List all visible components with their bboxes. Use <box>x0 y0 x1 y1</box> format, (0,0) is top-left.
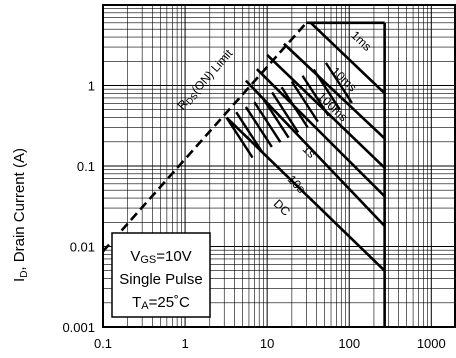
hatch-line <box>244 106 273 148</box>
hatch-line <box>301 75 330 117</box>
soa-curve-10s <box>244 79 386 227</box>
soa-curve-dc <box>225 116 386 272</box>
pulse-condition: Single Pulse <box>119 271 202 288</box>
x-tick-label: 1000 <box>417 336 446 351</box>
hatch-line <box>271 91 300 134</box>
curve-label-1ms: 1ms <box>348 28 374 54</box>
hatch-line <box>261 97 290 139</box>
svg-text:ID, Drain Current (A): ID, Drain Current (A) <box>11 148 30 282</box>
x-tick-label: 10 <box>260 336 274 351</box>
soa-curve-1s <box>255 68 386 198</box>
x-tick-label: 100 <box>338 336 360 351</box>
y-tick-label: 1 <box>88 79 95 94</box>
hatch-line <box>324 62 353 104</box>
conditions-box: VGS=10V Single Pulse TA=25˚C <box>111 232 211 318</box>
hatch-line <box>312 68 341 111</box>
plot-frame <box>102 4 456 328</box>
hatch-line <box>290 80 319 123</box>
tick-labels: 0.1 1 10 100 1000 0.001 0.01 0.1 1 <box>62 79 445 352</box>
curve-label-dc: DC <box>271 197 293 219</box>
soa-curve-10ms <box>283 42 386 140</box>
vgs-condition: VGS=10V <box>130 248 191 266</box>
y-tick-label: 0.001 <box>62 320 95 335</box>
hatch-line <box>280 86 309 128</box>
hatch-line <box>253 101 282 143</box>
curve-label-1s: 1s <box>300 142 319 161</box>
soa-curves <box>102 21 386 327</box>
x-tick-label: 0.1 <box>94 336 112 351</box>
hatch-line <box>235 111 264 153</box>
x-tick-label: 1 <box>181 336 188 351</box>
hatch-line <box>225 116 254 159</box>
y-tick-label: 0.01 <box>70 240 95 255</box>
y-axis-label: ID, Drain Current (A) <box>11 148 30 282</box>
soa-curve-1ms <box>309 21 386 95</box>
ta-condition: TA=25˚C <box>132 294 190 312</box>
y-tick-label: 0.1 <box>77 159 95 174</box>
